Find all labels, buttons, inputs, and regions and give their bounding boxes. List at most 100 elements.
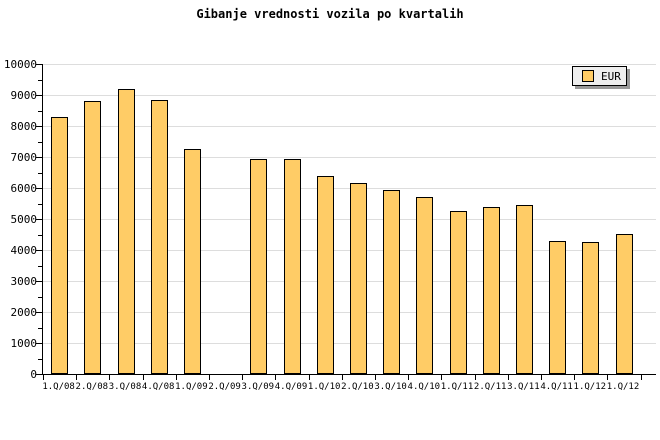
bar-4.Q/09 xyxy=(284,159,301,374)
x-axis-tick xyxy=(209,375,210,380)
x-axis-tick xyxy=(275,375,276,380)
x-axis-label: 1.Q/11 xyxy=(440,382,474,392)
y-axis-label: 7000 xyxy=(10,151,38,164)
y-axis-label: 0 xyxy=(30,368,37,381)
x-axis-label: 2.Q/10 xyxy=(341,382,374,392)
x-axis-tick xyxy=(541,375,542,380)
x-axis-label: 3.Q/08 xyxy=(108,382,142,392)
y-axis-label: 2000 xyxy=(10,306,38,319)
x-axis-label: 4.Q/11 xyxy=(540,382,573,392)
x-axis-label: 1.Q/10 xyxy=(307,382,341,392)
y-axis-major-tick xyxy=(36,64,42,65)
bar-1.Q/09 xyxy=(184,149,201,374)
y-axis-major-tick xyxy=(36,95,42,96)
gridline xyxy=(43,250,656,251)
y-axis-minor-tick xyxy=(38,235,42,236)
gridline xyxy=(43,95,656,96)
y-axis-major-tick xyxy=(36,157,42,158)
gridline xyxy=(43,343,656,344)
y-axis-label: 9000 xyxy=(10,89,38,102)
bar-1.Q/11 xyxy=(450,211,467,374)
y-axis-major-tick xyxy=(36,312,42,313)
y-axis-label: 4000 xyxy=(10,244,38,257)
y-axis-minor-tick xyxy=(38,142,42,143)
gridline xyxy=(43,281,656,282)
x-axis-label: 4.Q/09 xyxy=(274,382,308,392)
y-axis-minor-tick xyxy=(38,266,42,267)
bar-2.Q/10 xyxy=(350,183,367,374)
gridline xyxy=(43,64,656,65)
y-axis-major-tick xyxy=(36,219,42,220)
y-axis-minor-tick xyxy=(38,359,42,360)
x-axis-tick xyxy=(309,375,310,380)
y-axis-minor-tick xyxy=(38,328,42,329)
x-axis-label: 1.Q/08 xyxy=(42,382,75,392)
bar-4.Q/08 xyxy=(151,100,168,374)
bar-4.Q/11 xyxy=(549,241,566,374)
x-axis-tick xyxy=(508,375,509,380)
y-axis-major-tick xyxy=(36,281,42,282)
x-axis-label: 1.Q/12 xyxy=(606,382,640,392)
gridline xyxy=(43,126,656,127)
y-axis-label: 6000 xyxy=(10,182,38,195)
gridline xyxy=(43,157,656,158)
y-axis-major-tick xyxy=(36,188,42,189)
x-axis-tick xyxy=(441,375,442,380)
x-axis-tick xyxy=(375,375,376,380)
x-axis-label: 2.Q/08 xyxy=(75,382,109,392)
x-axis-label: 3.Q/11 xyxy=(507,382,540,392)
y-axis-major-tick xyxy=(36,126,42,127)
plot-area xyxy=(36,64,656,380)
x-axis-label: 2.Q/11 xyxy=(473,382,507,392)
y-axis-minor-tick xyxy=(38,173,42,174)
gridline xyxy=(43,188,656,189)
x-axis-tick xyxy=(242,375,243,380)
x-axis-tick xyxy=(176,375,177,380)
x-axis-label: 1.Q/09 xyxy=(175,382,208,392)
x-axis-tick xyxy=(408,375,409,380)
bar-4.Q/10 xyxy=(416,197,433,374)
y-axis-major-tick xyxy=(36,250,42,251)
y-axis-major-tick xyxy=(36,343,42,344)
x-axis-label: 4.Q/10 xyxy=(407,382,441,392)
x-axis-tick xyxy=(109,375,110,380)
bar-3.Q/09 xyxy=(250,159,267,374)
bar-3.Q/11 xyxy=(516,205,533,374)
bar-1.Q/12 xyxy=(582,242,599,374)
x-axis-tick xyxy=(143,375,144,380)
x-axis-tick xyxy=(641,375,642,380)
legend-color-swatch-icon xyxy=(582,70,594,82)
gridline xyxy=(43,219,656,220)
x-axis-label: 3.Q/10 xyxy=(374,382,407,392)
bar-3.Q/08 xyxy=(118,89,135,374)
bar-1.Q/12 xyxy=(616,234,633,374)
x-axis-tick xyxy=(342,375,343,380)
x-axis-tick xyxy=(43,375,44,380)
x-axis-label: 3.Q/09 xyxy=(241,382,275,392)
y-axis-minor-tick xyxy=(38,111,42,112)
x-axis-label: 2.Q/09 xyxy=(208,382,241,392)
x-axis-tick xyxy=(475,375,476,380)
y-axis-label: 10000 xyxy=(3,58,37,71)
x-axis-label: 1.Q/12 xyxy=(573,382,607,392)
y-axis-minor-tick xyxy=(38,204,42,205)
legend-label: EUR xyxy=(601,69,621,83)
gridline xyxy=(43,312,656,313)
y-axis-label: 1000 xyxy=(10,337,38,350)
legend: EUR xyxy=(572,66,627,86)
bar-1.Q/08 xyxy=(51,117,68,374)
bar-3.Q/10 xyxy=(383,190,400,374)
y-axis-label: 8000 xyxy=(10,120,38,133)
bar-2.Q/11 xyxy=(483,207,500,374)
x-axis-tick xyxy=(607,375,608,380)
x-axis-tick xyxy=(76,375,77,380)
bar-1.Q/10 xyxy=(317,176,334,374)
x-axis-tick xyxy=(574,375,575,380)
x-axis-label: 4.Q/08 xyxy=(141,382,175,392)
y-axis-label: 3000 xyxy=(10,275,38,288)
chart-title: Gibanje vrednosti vozila po kvartalih xyxy=(196,7,464,21)
y-axis-major-tick xyxy=(36,374,42,375)
bar-2.Q/08 xyxy=(84,101,101,374)
y-axis-label: 5000 xyxy=(10,213,38,226)
